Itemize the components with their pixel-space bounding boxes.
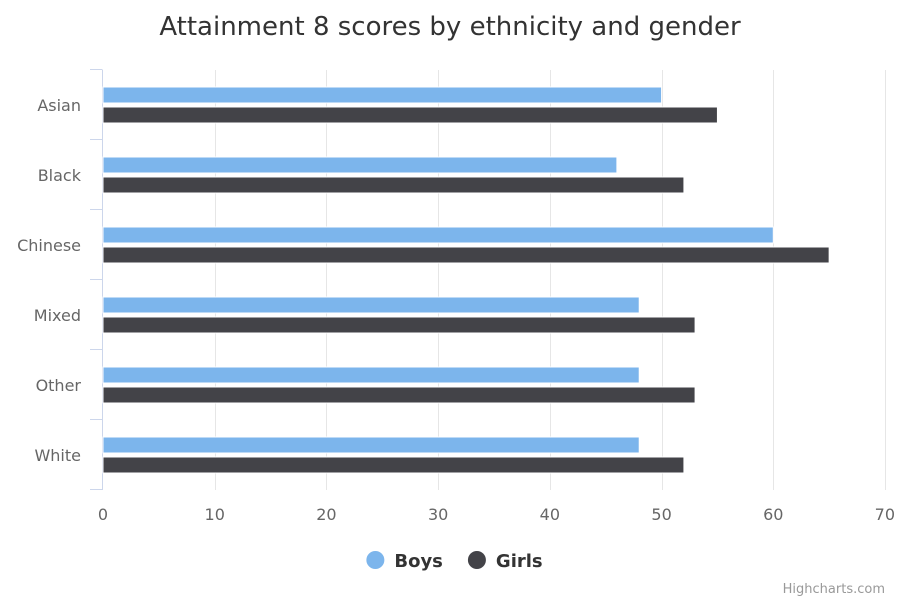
value-tick-label-70: 70 [875,505,895,524]
value-tick-label-40: 40 [540,505,560,524]
chart-title: Attainment 8 scores by ethnicity and gen… [159,12,741,42]
credits-link[interactable]: Highcharts.com [783,582,885,597]
value-tick-label-10: 10 [205,505,225,524]
value-axis-labels: 0 10 20 30 40 50 60 70 [98,505,895,524]
legend-label-boys: Boys [394,551,443,572]
value-tick-label-60: 60 [763,505,783,524]
legend-label-girls: Girls [496,551,543,572]
value-tick-label-50: 50 [651,505,671,524]
bar-girls-mixed[interactable] [102,316,696,334]
bar-girls-asian[interactable] [102,106,718,124]
bar-boys-other[interactable] [102,366,640,384]
category-label-black: Black [38,166,82,185]
legend-marker-boys [366,551,385,569]
grid-lines [215,70,886,490]
category-label-other: Other [36,376,82,395]
value-tick-label-20: 20 [316,505,336,524]
legend-item-girls[interactable]: Girls [467,551,543,572]
category-labels: Asian Black Chinese Mixed Other White [17,96,82,465]
category-label-white: White [34,446,81,465]
bar-girls-other[interactable] [102,386,696,404]
bar-boys-black[interactable] [102,156,618,174]
legend[interactable]: Boys Girls [366,551,543,572]
bar-girls-black[interactable] [102,176,685,194]
category-axis [90,69,103,490]
category-label-mixed: Mixed [34,306,81,325]
bar-girls-white[interactable] [102,456,685,474]
bar-boys-asian[interactable] [102,86,663,104]
bar-boys-white[interactable] [102,436,640,454]
value-tick-label-30: 30 [428,505,448,524]
category-label-chinese: Chinese [17,236,81,255]
bar-boys-mixed[interactable] [102,296,640,314]
bar-girls-chinese[interactable] [102,246,830,264]
bars [102,86,830,474]
legend-marker-girls [467,551,486,569]
bar-boys-chinese[interactable] [102,226,774,244]
value-tick-label-0: 0 [98,505,108,524]
legend-item-boys[interactable]: Boys [366,551,443,572]
category-label-asian: Asian [37,96,81,115]
